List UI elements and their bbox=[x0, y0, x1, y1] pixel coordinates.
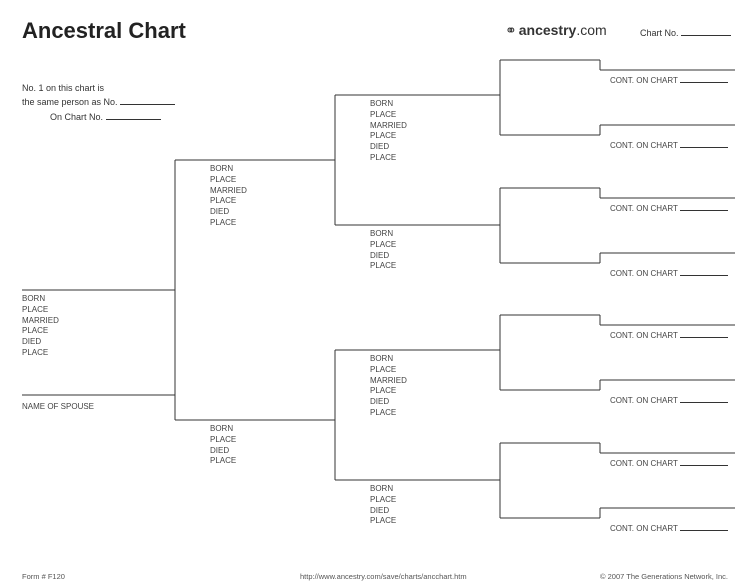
brand-logo: ⚭ancestry.com bbox=[505, 22, 607, 39]
field-label: PLACE bbox=[370, 516, 396, 527]
note-person-no-blank[interactable] bbox=[120, 95, 175, 105]
field-label: BORN bbox=[370, 99, 407, 110]
field-label: DIED bbox=[370, 142, 407, 153]
same-person-note: No. 1 on this chart is the same person a… bbox=[22, 82, 175, 124]
ancestry-logo-icon: ⚭ bbox=[505, 22, 517, 38]
field-label: PLACE bbox=[370, 495, 396, 506]
cont-on-chart-2: CONT. ON CHART bbox=[610, 138, 728, 150]
cont-label: CONT. ON CHART bbox=[610, 204, 680, 213]
field-label: PLACE bbox=[370, 240, 396, 251]
field-label: PLACE bbox=[370, 110, 407, 121]
field-label: MARRIED bbox=[370, 121, 407, 132]
cont-on-chart-1: CONT. ON CHART bbox=[610, 73, 728, 85]
note-line-2: the same person as No. bbox=[22, 97, 118, 107]
field-label: BORN bbox=[210, 424, 236, 435]
cont-label: CONT. ON CHART bbox=[610, 524, 680, 533]
field-label: PLACE bbox=[22, 305, 59, 316]
field-label: MARRIED bbox=[210, 186, 247, 197]
field-label: BORN bbox=[370, 354, 407, 365]
field-label: PLACE bbox=[210, 435, 236, 446]
gen1-person-fields: BORNPLACEMARRIEDPLACEDIEDPLACE bbox=[22, 294, 59, 359]
cont-label: CONT. ON CHART bbox=[610, 269, 680, 278]
gen3-person-3-fields: BORNPLACEMARRIEDPLACEDIEDPLACE bbox=[370, 354, 407, 419]
spouse-name-label: NAME OF SPOUSE bbox=[22, 402, 94, 411]
cont-label: CONT. ON CHART bbox=[610, 141, 680, 150]
field-label: MARRIED bbox=[22, 316, 59, 327]
field-label: PLACE bbox=[210, 196, 247, 207]
cont-label: CONT. ON CHART bbox=[610, 76, 680, 85]
brand-name: ancestry bbox=[519, 22, 577, 38]
page-title: Ancestral Chart bbox=[22, 18, 186, 44]
field-label: PLACE bbox=[22, 348, 59, 359]
cont-chart-no-blank[interactable] bbox=[680, 521, 728, 531]
cont-on-chart-4: CONT. ON CHART bbox=[610, 266, 728, 278]
cont-label: CONT. ON CHART bbox=[610, 396, 680, 405]
chart-number-field: Chart No. bbox=[640, 26, 731, 38]
chart-number-label: Chart No. bbox=[640, 28, 679, 38]
cont-chart-no-blank[interactable] bbox=[680, 328, 728, 338]
note-chart-no-blank[interactable] bbox=[106, 110, 161, 120]
field-label: PLACE bbox=[370, 153, 407, 164]
cont-chart-no-blank[interactable] bbox=[680, 73, 728, 83]
field-label: PLACE bbox=[210, 175, 247, 186]
brand-tld: .com bbox=[576, 22, 606, 38]
cont-chart-no-blank[interactable] bbox=[680, 393, 728, 403]
chart-number-blank[interactable] bbox=[681, 26, 731, 36]
field-label: DIED bbox=[22, 337, 59, 348]
gen2-person-2-fields: BORNPLACEDIEDPLACE bbox=[210, 424, 236, 467]
cont-chart-no-blank[interactable] bbox=[680, 266, 728, 276]
field-label: PLACE bbox=[370, 386, 407, 397]
gen3-person-1-fields: BORNPLACEMARRIEDPLACEDIEDPLACE bbox=[370, 99, 407, 164]
field-label: BORN bbox=[22, 294, 59, 305]
field-label: PLACE bbox=[210, 456, 236, 467]
field-label: DIED bbox=[370, 506, 396, 517]
cont-chart-no-blank[interactable] bbox=[680, 456, 728, 466]
field-label: DIED bbox=[210, 207, 247, 218]
gen3-person-4-fields: BORNPLACEDIEDPLACE bbox=[370, 484, 396, 527]
field-label: PLACE bbox=[22, 326, 59, 337]
cont-on-chart-7: CONT. ON CHART bbox=[610, 456, 728, 468]
field-label: BORN bbox=[370, 484, 396, 495]
field-label: BORN bbox=[370, 229, 396, 240]
gen2-person-1-fields: BORNPLACEMARRIEDPLACEDIEDPLACE bbox=[210, 164, 247, 229]
note-line-1: No. 1 on this chart is bbox=[22, 82, 175, 95]
cont-label: CONT. ON CHART bbox=[610, 331, 680, 340]
field-label: PLACE bbox=[370, 131, 407, 142]
cont-on-chart-5: CONT. ON CHART bbox=[610, 328, 728, 340]
field-label: PLACE bbox=[370, 261, 396, 272]
field-label: DIED bbox=[210, 446, 236, 457]
cont-on-chart-8: CONT. ON CHART bbox=[610, 521, 728, 533]
cont-chart-no-blank[interactable] bbox=[680, 138, 728, 148]
field-label: PLACE bbox=[370, 365, 407, 376]
note-line-3: On Chart No. bbox=[50, 112, 103, 122]
cont-chart-no-blank[interactable] bbox=[680, 201, 728, 211]
field-label: PLACE bbox=[210, 218, 247, 229]
field-label: BORN bbox=[210, 164, 247, 175]
field-label: DIED bbox=[370, 397, 407, 408]
cont-on-chart-3: CONT. ON CHART bbox=[610, 201, 728, 213]
cont-label: CONT. ON CHART bbox=[610, 459, 680, 468]
field-label: DIED bbox=[370, 251, 396, 262]
field-label: PLACE bbox=[370, 408, 407, 419]
field-label: MARRIED bbox=[370, 376, 407, 387]
gen3-person-2-fields: BORNPLACEDIEDPLACE bbox=[370, 229, 396, 272]
cont-on-chart-6: CONT. ON CHART bbox=[610, 393, 728, 405]
